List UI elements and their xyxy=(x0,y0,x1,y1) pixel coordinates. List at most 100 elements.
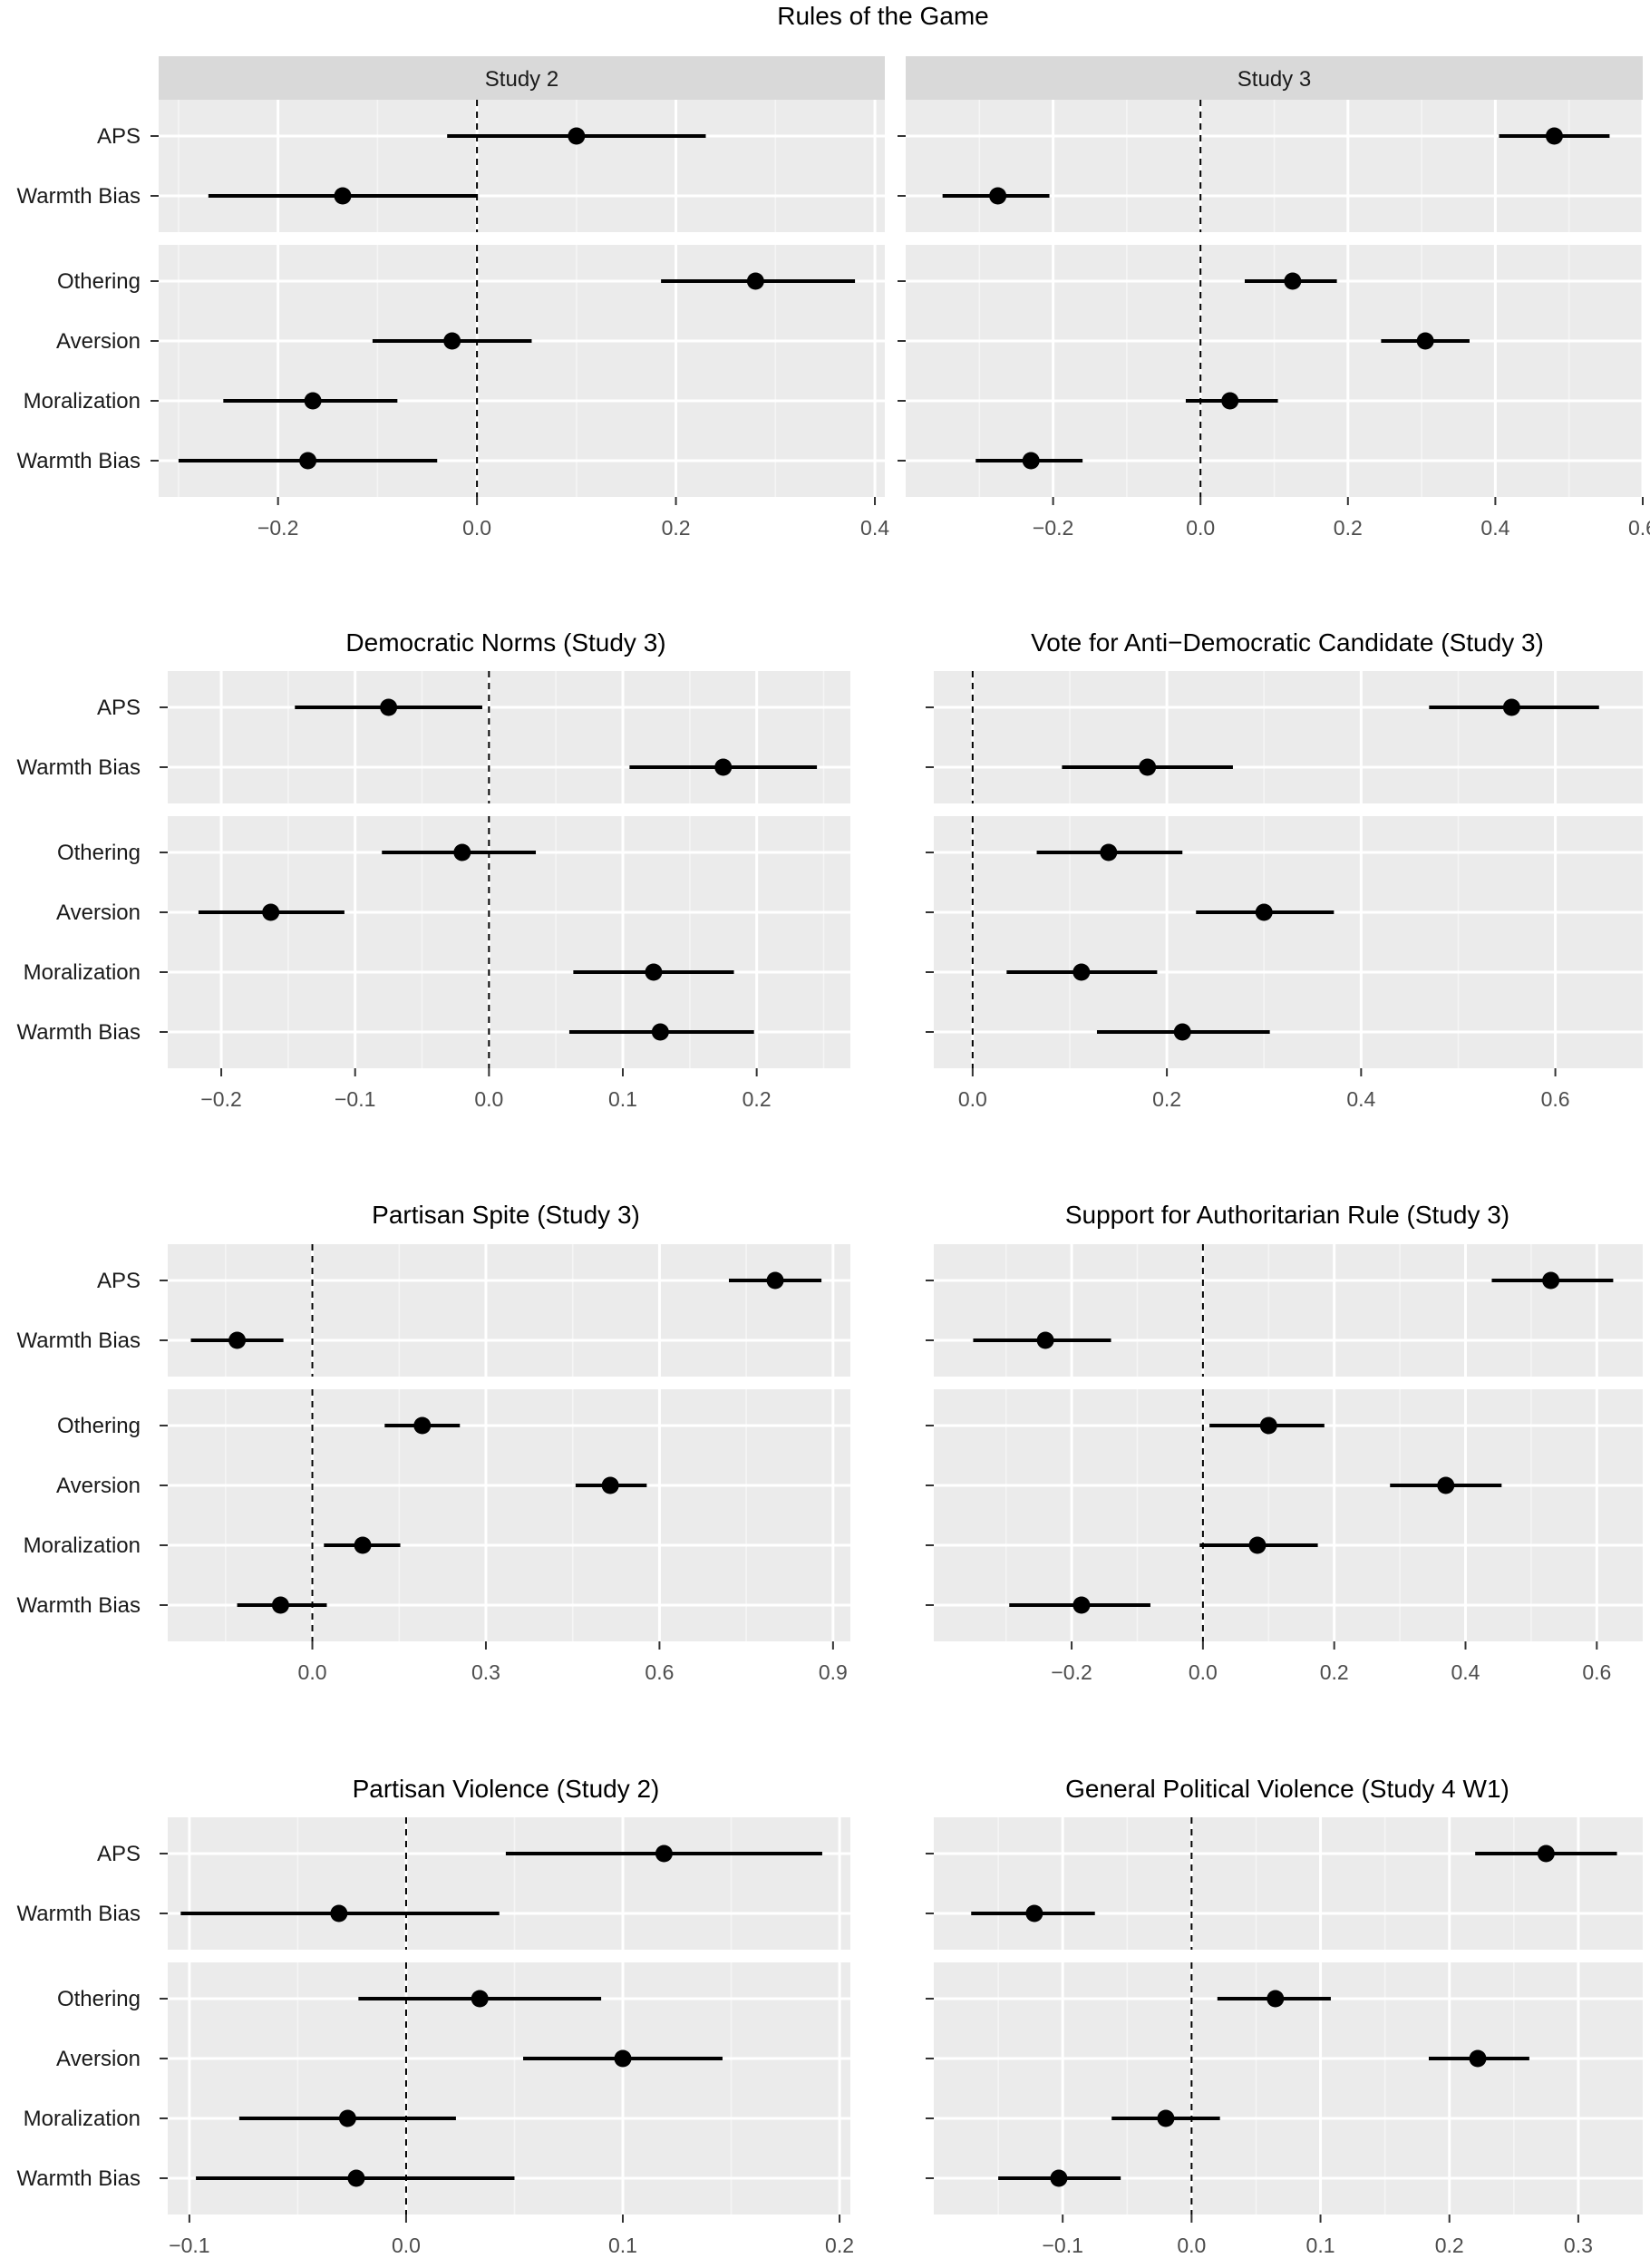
x-tick-label: 0.1 xyxy=(1306,2234,1335,2257)
row-label: Warmth Bias xyxy=(17,1020,141,1045)
estimate-point-othering xyxy=(453,843,471,861)
row-label: Othering xyxy=(57,1987,141,2011)
estimate-point-othering xyxy=(746,272,764,290)
estimate-point-aps xyxy=(1545,127,1563,145)
estimate-point-aversion xyxy=(1469,2049,1487,2068)
row-label: APS xyxy=(97,124,141,149)
x-tick-label: 0.0 xyxy=(392,2234,421,2257)
row-label: Warmth Bias xyxy=(17,1329,141,1353)
estimate-point-othering xyxy=(1284,272,1302,290)
estimate-point-moralization xyxy=(338,2109,356,2127)
panel-background xyxy=(934,1817,1643,1950)
estimate-point-warmth-bias xyxy=(1050,2169,1068,2187)
chart-title: General Political Violence (Study 4 W1) xyxy=(1065,1775,1509,1803)
x-tick-label: 0.0 xyxy=(474,1087,503,1111)
estimate-point-moralization xyxy=(304,392,322,410)
x-tick-label: 0.2 xyxy=(742,1087,772,1111)
estimate-point-moralization xyxy=(354,1536,372,1554)
chart-title: Democratic Norms (Study 3) xyxy=(345,628,665,657)
estimate-point-warmth-bias xyxy=(330,1904,348,1922)
estimate-point-aversion xyxy=(1416,332,1434,350)
chart-panel-6: −0.1 0.0 0.1 0.2 0.3 xyxy=(926,1817,1643,2257)
x-tick-label: −0.1 xyxy=(169,2234,209,2257)
estimate-point-aversion xyxy=(443,332,461,350)
facet-strip xyxy=(159,56,885,100)
x-tick-label: 0.4 xyxy=(1480,516,1509,540)
row-label: Moralization xyxy=(24,960,141,985)
chart-panel-2-x-axis: 0.0 0.2 0.4 0.6 xyxy=(958,1068,1570,1111)
x-tick-label: 0.6 xyxy=(1541,1087,1570,1111)
panel-background xyxy=(168,1817,850,1950)
x-tick-label: −0.1 xyxy=(1042,2234,1082,2257)
x-tick-label: 0.0 xyxy=(1189,1660,1218,1684)
x-tick-label: 0.2 xyxy=(1334,516,1363,540)
chart-panel-1-x-axis: −0.2 −0.1 0.0 0.1 0.2 xyxy=(200,1068,772,1111)
row-label: Aversion xyxy=(56,1474,141,1498)
chart-panel-1: APS Warmth Bias Othering Aversion Moralizati… xyxy=(17,671,850,1111)
estimate-point-moralization xyxy=(645,963,663,981)
x-tick-label: −0.1 xyxy=(335,1087,375,1111)
facet-panel-1-group-1: APS Warmth Bias xyxy=(17,100,885,232)
chart-panel-2-group-1 xyxy=(926,671,1643,803)
row-label: Warmth Bias xyxy=(17,449,141,473)
estimate-point-aversion xyxy=(614,2049,632,2068)
estimate-point-warmth-bias xyxy=(989,187,1007,205)
estimate-point-warmth-bias xyxy=(228,1331,247,1349)
estimate-point-othering xyxy=(413,1416,432,1435)
chart-panel-5-x-axis: −0.1 0.0 0.1 0.2 xyxy=(169,2214,854,2257)
chart-panel-3-group-2: Othering Aversion Moralization Warmth Bias xyxy=(17,1389,850,1641)
estimate-point-othering xyxy=(1100,843,1118,861)
x-tick-label: 0.0 xyxy=(958,1087,987,1111)
row-label: Othering xyxy=(57,841,141,865)
estimate-point-warmth-bias xyxy=(714,758,733,776)
x-tick-label: 0.0 xyxy=(1186,516,1215,540)
chart-panel-6-group-1 xyxy=(926,1817,1643,1950)
row-label: Moralization xyxy=(24,1533,141,1558)
estimate-point-othering xyxy=(471,1990,489,2008)
chart-title: Partisan Spite (Study 3) xyxy=(372,1201,640,1229)
estimate-point-aversion xyxy=(1255,903,1273,921)
estimate-point-othering xyxy=(1267,1990,1285,2008)
chart-panel-4-group-1 xyxy=(926,1244,1643,1377)
chart-panel-5: APS Warmth Bias Othering Aversion Moralizati… xyxy=(17,1817,854,2257)
estimate-point-moralization xyxy=(1248,1536,1267,1554)
x-tick-label: 0.9 xyxy=(819,1660,848,1684)
facet-strip-label: Study 2 xyxy=(485,67,558,92)
estimate-point-warmth-bias xyxy=(1072,1596,1091,1614)
row-label: Warmth Bias xyxy=(17,1902,141,1926)
chart-title: Support for Authoritarian Rule (Study 3) xyxy=(1065,1201,1509,1229)
panel-background xyxy=(159,100,885,232)
x-tick-label: 0.4 xyxy=(860,516,889,540)
estimate-point-warmth-bias xyxy=(1025,1904,1043,1922)
x-tick-label: 0.1 xyxy=(608,1087,637,1111)
x-tick-label: 0.2 xyxy=(825,2234,854,2257)
estimate-point-warmth-bias xyxy=(271,1596,289,1614)
facet-panel-1-x-axis: −0.2 0.0 0.2 0.4 xyxy=(257,497,889,540)
panel-background xyxy=(934,1389,1643,1641)
chart-panel-3-group-1: APS Warmth Bias xyxy=(17,1244,850,1377)
x-tick-label: 0.0 xyxy=(298,1660,327,1684)
x-tick-label: 0.0 xyxy=(462,516,491,540)
chart-panel-1-group-1: APS Warmth Bias xyxy=(17,671,850,803)
x-tick-label: 0.2 xyxy=(1152,1087,1181,1111)
estimate-point-warmth-bias xyxy=(1022,452,1040,470)
panel-background xyxy=(934,671,1643,803)
row-label: APS xyxy=(97,696,141,720)
x-tick-label: 0.6 xyxy=(1582,1660,1611,1684)
chart-title: Vote for Anti−Democratic Candidate (Stud… xyxy=(1031,628,1544,657)
chart-panel-2-group-2 xyxy=(926,816,1643,1068)
x-tick-label: 0.3 xyxy=(1564,2234,1593,2257)
panel-background xyxy=(934,816,1643,1068)
estimate-point-warmth-bias xyxy=(347,2169,365,2187)
row-label: Aversion xyxy=(56,329,141,354)
estimate-point-warmth-bias xyxy=(334,187,352,205)
row-label: Warmth Bias xyxy=(17,755,141,780)
estimate-point-moralization xyxy=(1221,392,1239,410)
panel-background xyxy=(159,245,885,497)
facet-panel-2-group-2 xyxy=(898,245,1645,497)
chart-panel-5-group-2: Othering Aversion Moralization Warmth Bias xyxy=(17,1962,850,2214)
estimate-point-warmth-bias xyxy=(651,1023,669,1041)
panel-background xyxy=(934,1244,1643,1377)
facet-strip xyxy=(906,56,1643,100)
